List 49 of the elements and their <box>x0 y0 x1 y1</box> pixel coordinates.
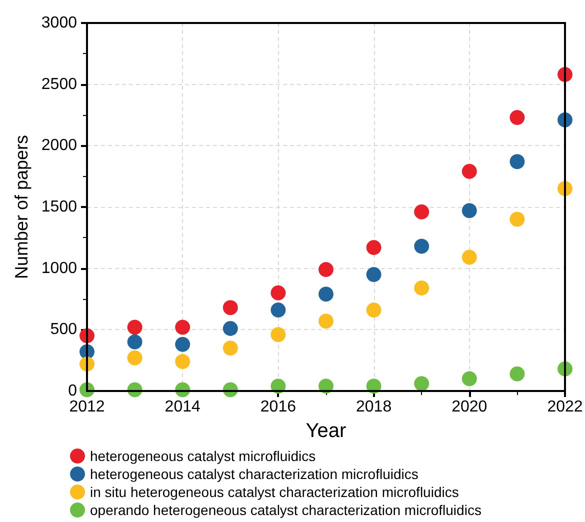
point <box>414 204 430 220</box>
point <box>414 280 430 296</box>
y-tick-label: 500 <box>50 321 78 338</box>
legend-label: operando heterogeneous catalyst characterization microfluidics <box>90 502 482 518</box>
legend-label: heterogeneous catalyst microfluidics <box>90 448 316 464</box>
point <box>510 212 525 227</box>
point <box>318 314 334 329</box>
x-tick-label: 2018 <box>356 398 392 416</box>
point <box>175 320 190 335</box>
point <box>222 340 238 356</box>
point <box>510 110 525 125</box>
point <box>127 320 142 335</box>
y-tick-label: 0 <box>68 382 78 400</box>
point <box>175 354 190 370</box>
point <box>175 336 190 352</box>
y-tick-label: 1000 <box>41 260 78 277</box>
point <box>462 203 477 218</box>
y-tick-label: 2500 <box>41 76 78 93</box>
point <box>510 154 525 170</box>
point <box>222 300 238 316</box>
point <box>414 376 430 392</box>
point <box>366 266 382 282</box>
y-tick-label: 1500 <box>41 198 78 216</box>
point <box>462 164 477 179</box>
point <box>366 302 382 318</box>
y-axis-title: Number of papers <box>12 134 32 280</box>
point <box>318 262 334 278</box>
legend-label: in situ heterogeneous catalyst characterization microfluidics <box>90 484 459 500</box>
point <box>462 250 477 265</box>
point <box>127 350 142 366</box>
point <box>318 286 334 302</box>
y-tick-label: 2000 <box>41 137 78 154</box>
point <box>127 334 142 350</box>
point <box>414 238 430 254</box>
legend-label: heterogeneous catalyst characterization microfluidics <box>90 466 418 482</box>
point <box>462 371 477 386</box>
point <box>510 366 525 382</box>
point <box>270 285 286 300</box>
x-tick-label: 2014 <box>164 398 200 416</box>
x-tick-label: 2020 <box>452 398 488 416</box>
point <box>270 302 286 318</box>
x-tick-label: 2022 <box>547 398 583 416</box>
point <box>270 327 286 342</box>
point <box>366 240 382 255</box>
x-tick-label: 2016 <box>260 398 296 416</box>
point <box>222 320 238 336</box>
x-tick-label: 2012 <box>69 398 105 416</box>
x-axis-title: Year <box>306 420 347 442</box>
y-tick-label: 3000 <box>41 14 78 32</box>
